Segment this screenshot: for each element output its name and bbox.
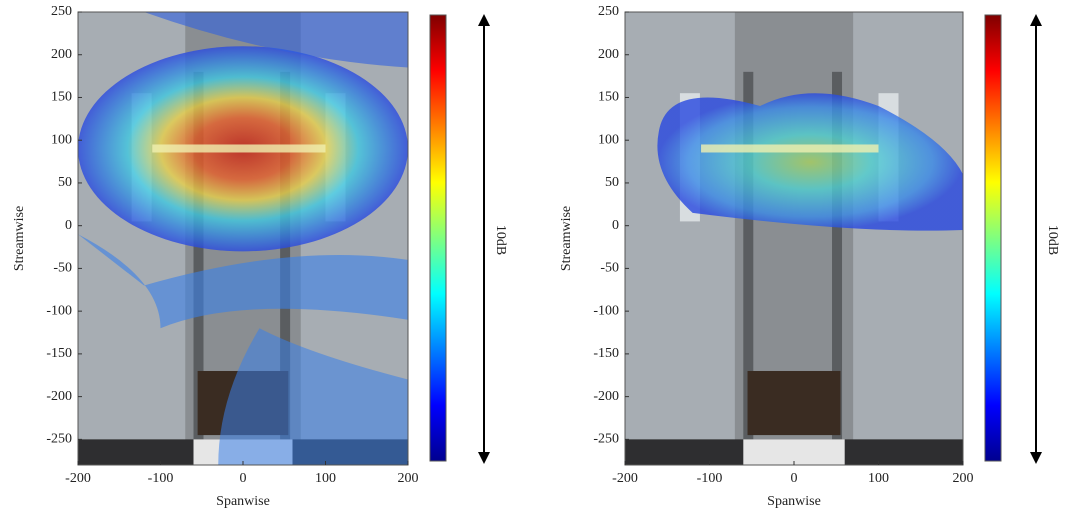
y-axis-label: Streamwise (12, 206, 27, 271)
y-tick-label: 250 (598, 4, 619, 19)
colorbar-label: 10dB (493, 225, 508, 255)
photo-strip (701, 144, 878, 152)
colorbar-label: 10dB (1045, 225, 1060, 255)
y-tick-label: -50 (600, 261, 619, 276)
y-axis-label: Streamwise (559, 206, 574, 271)
x-tick-label: 200 (953, 471, 974, 486)
x-tick-label: -200 (65, 471, 91, 486)
y-tick-label: -100 (46, 303, 72, 318)
x-tick-label: 200 (398, 471, 419, 486)
y-tick-label: 150 (598, 90, 619, 105)
y-tick-label: 100 (598, 132, 619, 147)
y-tick-label: -50 (53, 261, 72, 276)
y-tick-label: 150 (51, 90, 72, 105)
y-tick-label: 250 (51, 4, 72, 19)
photo-box (748, 371, 841, 435)
x-tick-label: -100 (697, 471, 723, 486)
x-tick-label: -200 (612, 471, 638, 486)
y-tick-label: 0 (612, 218, 619, 233)
panel: -200 -100 0 100 200 250 200 150 100 50 0 -50 -100 -15… (12, 4, 508, 509)
y-tick-label: 200 (598, 47, 619, 62)
y-tick-label: -200 (593, 389, 619, 404)
x-axis-label: Spanwise (767, 494, 821, 509)
x-tick-label: 100 (315, 471, 336, 486)
figure: -200 -100 0 100 200 250 200 150 100 50 0 -50 -100 -15… (0, 0, 1067, 513)
y-tick-label: -200 (46, 389, 72, 404)
y-tick-label: -250 (593, 432, 619, 447)
y-tick-label: 50 (58, 175, 72, 190)
y-tick-label: 200 (51, 47, 72, 62)
x-tick-label: 100 (868, 471, 889, 486)
y-tick-label: 0 (65, 218, 72, 233)
y-tick-label: 100 (51, 132, 72, 147)
y-tick-label: 50 (605, 175, 619, 190)
x-tick-label: -100 (148, 471, 174, 486)
colorbar (430, 15, 446, 461)
photo-strip (152, 144, 325, 152)
panel: -200 -100 0 100 200 250 200 150 100 50 0 -50 -100 -15… (559, 4, 1060, 509)
x-tick-label: 0 (791, 471, 798, 486)
x-tick-label: 0 (240, 471, 247, 486)
x-axis-label: Spanwise (216, 494, 270, 509)
y-tick-label: -150 (46, 346, 72, 361)
y-tick-label: -250 (46, 432, 72, 447)
y-tick-label: -100 (593, 303, 619, 318)
y-tick-label: -150 (593, 346, 619, 361)
colorbar (985, 15, 1001, 461)
